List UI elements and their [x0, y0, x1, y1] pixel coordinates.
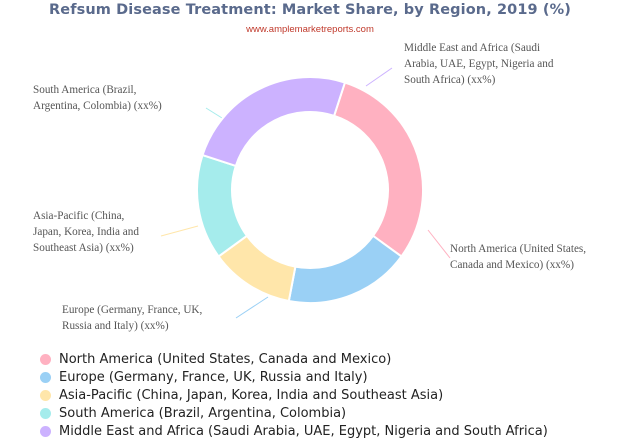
legend-swatch	[40, 354, 51, 366]
chart-title: Refsum Disease Treatment: Market Share, …	[49, 2, 571, 18]
leader-line-north-america	[427, 229, 451, 259]
legend-item-south-america[interactable]: South America (Brazil, Argentina, Colomb…	[40, 404, 615, 422]
slice-south-america[interactable]	[196, 153, 249, 258]
legend-swatch	[40, 372, 51, 384]
legend-swatch	[40, 425, 51, 437]
slice-middle-east-and-africa[interactable]	[201, 76, 347, 168]
legend-label: South America (Brazil, Argentina, Colomb…	[59, 405, 347, 421]
legend-label: Middle East and Africa (Saudi Arabia, UA…	[59, 423, 548, 439]
legend-label: Europe (Germany, France, UK, Russia and …	[59, 370, 368, 386]
legend-swatch	[40, 389, 51, 401]
leader-line-europe	[235, 296, 269, 319]
slice-label-asia-pacific: Asia-Pacific (China, Japan, Korea, India …	[33, 210, 139, 254]
slice-label-north-america: North America (United States, Canada and …	[450, 243, 586, 271]
legend-label: North America (United States, Canada and…	[59, 352, 392, 368]
chart-legend: North America (United States, Canada and…	[40, 351, 615, 440]
slice-north-america[interactable]	[332, 81, 424, 258]
leader-line-south-america	[205, 107, 223, 119]
legend-item-europe[interactable]: Europe (Germany, France, UK, Russia and …	[40, 369, 615, 387]
slice-label-europe: Europe (Germany, France, UK, Russia and I…	[62, 304, 203, 332]
slice-label-south-america: South America (Brazil, Argentina, Colombi…	[33, 84, 162, 112]
leader-line-asia-pacific	[160, 225, 199, 237]
legend-item-asia-pacific[interactable]: Asia-Pacific (China, Japan, Korea, India…	[40, 387, 615, 405]
leader-line-middle-east-and-africa	[365, 67, 393, 87]
slice-europe[interactable]	[287, 234, 403, 304]
legend-swatch	[40, 407, 51, 419]
legend-label: Asia-Pacific (China, Japan, Korea, India…	[59, 387, 444, 403]
source-url: www.amplemarketreports.com	[246, 24, 374, 35]
legend-item-north-america[interactable]: North America (United States, Canada and…	[40, 351, 615, 369]
legend-item-middle-east-and-africa[interactable]: Middle East and Africa (Saudi Arabia, UA…	[40, 422, 615, 440]
slice-label-middle-east-and-africa: Middle East and Africa (Saudi Arabia, UAE…	[404, 42, 554, 86]
